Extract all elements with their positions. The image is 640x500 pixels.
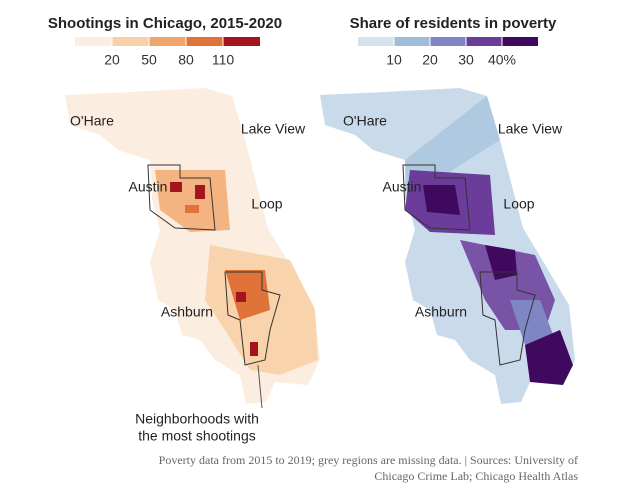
legend-swatch (394, 37, 430, 46)
place-label: Austin (383, 179, 422, 195)
legend-tick-label: 20 (422, 52, 438, 68)
legend-swatch (223, 37, 260, 46)
footer: Chicago Crime Lab; Chicago Health Atlas (374, 469, 578, 483)
legend-tick-label: 40% (488, 52, 516, 68)
legend-swatch (186, 37, 223, 46)
annotation: the most shootings (138, 428, 256, 444)
legend-swatch (149, 37, 186, 46)
place-label: Ashburn (161, 304, 213, 320)
legend-swatch (430, 37, 466, 46)
legend-tick-label: 110 (212, 52, 235, 68)
place-label: Lake View (498, 121, 563, 137)
place-label: Lake View (241, 121, 306, 137)
legend-tick-label: 20 (104, 52, 120, 68)
poverty-map (320, 88, 575, 404)
legend-tick-label: 30 (458, 52, 474, 68)
shootings-map (65, 88, 320, 409)
place-label: Austin (129, 179, 168, 195)
legend-swatch (466, 37, 502, 46)
legend-swatch (112, 37, 149, 46)
place-label: Loop (503, 196, 534, 212)
legend-title: Share of residents in poverty (350, 15, 557, 32)
legend-swatch (358, 37, 394, 46)
place-label: O'Hare (343, 113, 387, 129)
place-label: Ashburn (415, 304, 467, 320)
place-label: Loop (251, 196, 282, 212)
legend-swatch (75, 37, 112, 46)
footer: Poverty data from 2015 to 2019; grey reg… (159, 453, 578, 467)
legend-tick-label: 10 (386, 52, 402, 68)
legend-tick-label: 80 (178, 52, 194, 68)
place-label: O'Hare (70, 113, 114, 129)
annotation: Neighborhoods with (135, 411, 259, 427)
legend-swatch (502, 37, 538, 46)
legend-tick-label: 50 (141, 52, 157, 68)
legend-title: Shootings in Chicago, 2015-2020 (48, 15, 282, 32)
